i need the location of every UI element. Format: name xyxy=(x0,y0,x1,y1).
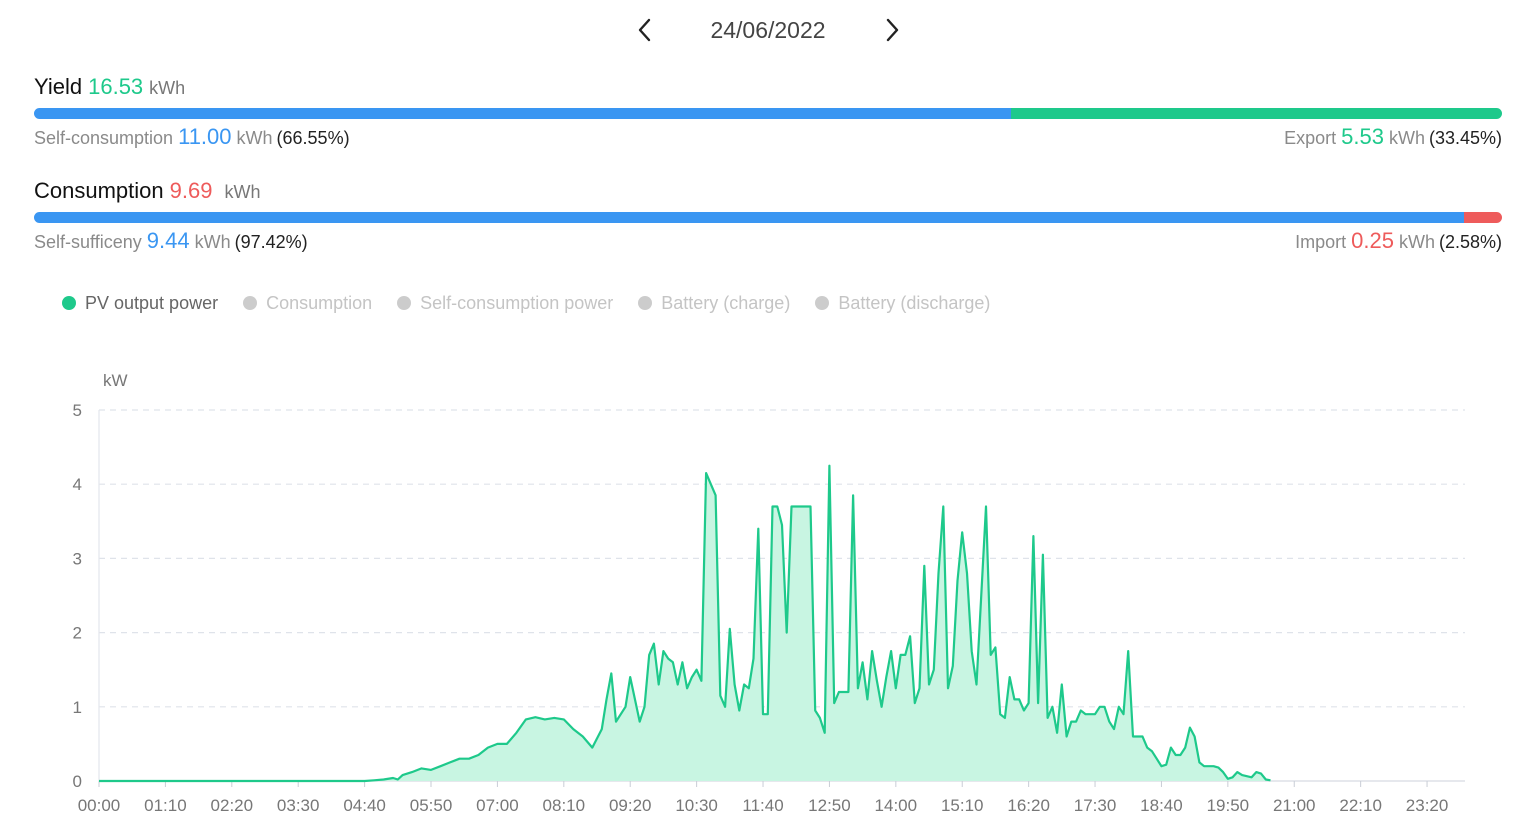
y-tick-label: 0 xyxy=(73,772,82,791)
self-sufficiency-value: 9.44 xyxy=(146,228,190,253)
legend-self-consumption-power[interactable]: Self-consumption power xyxy=(397,293,613,314)
consumption-split-bar xyxy=(34,212,1502,223)
chevron-left-icon xyxy=(638,18,651,42)
x-tick-label: 05:50 xyxy=(410,796,453,815)
date-navigator: 24/06/2022 xyxy=(0,12,1536,48)
pv-power-chart[interactable]: kW 0 1 2 3 4 5 00:00 01:10 02:20 03:30 04:40 05:50 07… xyxy=(0,360,1536,830)
legend-dot xyxy=(397,296,412,310)
self-sufficiency-label: Self-sufficeny xyxy=(34,232,142,252)
x-tick-label: 00:00 xyxy=(78,796,121,815)
y-tick-label: 4 xyxy=(73,475,82,494)
yield-label: Yield xyxy=(34,74,83,99)
y-axis-unit: kW xyxy=(103,371,128,390)
x-tick-label: 21:00 xyxy=(1273,796,1316,815)
yield-unit: kWh xyxy=(149,78,186,98)
export-pct: (33.45%) xyxy=(1428,128,1502,148)
pv-output-line xyxy=(99,464,1271,783)
chevron-right-icon xyxy=(886,18,899,42)
y-tick-label: 2 xyxy=(73,624,82,643)
x-tick-label: 08:10 xyxy=(543,796,586,815)
self-consumption-unit: kWh xyxy=(236,128,273,148)
legend-label: PV output power xyxy=(85,292,219,313)
consumption-label: Consumption xyxy=(34,178,164,203)
x-tick-label: 02:20 xyxy=(211,796,254,815)
self-consumption-value: 11.00 xyxy=(178,124,232,149)
yield-title: Yield 16.53 kWh xyxy=(34,74,1502,101)
self-consumption-label: Self-consumption xyxy=(34,128,174,148)
import-unit: kWh xyxy=(1398,232,1435,252)
y-tick-label: 3 xyxy=(73,549,82,568)
x-tick-label: 03:30 xyxy=(277,796,320,815)
self-sufficiency-unit: kWh xyxy=(194,232,231,252)
legend-dot xyxy=(62,296,76,310)
x-tick-label: 09:20 xyxy=(609,796,652,815)
yield-value: 16.53 xyxy=(88,74,144,99)
import-value: 0.25 xyxy=(1351,228,1394,253)
chart-legend: PV output power Consumption Self-consump… xyxy=(62,290,1015,316)
legend-pv-output-power[interactable]: PV output power xyxy=(62,293,218,314)
legend-label: Consumption xyxy=(266,292,373,313)
x-tick-label: 01:10 xyxy=(144,796,187,815)
legend-dot xyxy=(638,296,653,310)
legend-battery-charge[interactable]: Battery (charge) xyxy=(638,293,790,314)
x-tick-label: 22:10 xyxy=(1339,796,1382,815)
self-consumption-stat: Self-consumption 11.00 kWh (66.55%) xyxy=(34,126,350,149)
x-tick-label: 19:50 xyxy=(1207,796,1250,815)
legend-dot xyxy=(243,296,258,310)
export-label: Export xyxy=(1284,128,1337,148)
y-tick-label: 5 xyxy=(73,401,82,420)
export-stat: Export 5.53 kWh (33.45%) xyxy=(1284,126,1502,149)
x-tick-label: 11:40 xyxy=(742,796,783,815)
consumption-value: 9.69 xyxy=(169,178,213,203)
import-stat: Import 0.25 kWh (2.58%) xyxy=(1295,230,1502,253)
previous-day-button[interactable] xyxy=(631,16,659,44)
export-segment xyxy=(1010,108,1502,119)
y-tick-label: 1 xyxy=(73,698,82,717)
legend-label: Battery (charge) xyxy=(661,292,791,313)
x-tick-label: 18:40 xyxy=(1140,796,1183,815)
legend-battery-discharge[interactable]: Battery (discharge) xyxy=(815,293,990,314)
x-tick-label: 16:20 xyxy=(1007,796,1050,815)
legend-label: Battery (discharge) xyxy=(838,292,991,313)
consumption-unit: kWh xyxy=(224,182,261,202)
x-tick-label: 15:10 xyxy=(941,796,984,815)
import-segment xyxy=(1464,212,1502,223)
x-tick-label: 04:40 xyxy=(343,796,386,815)
self-sufficiency-stat: Self-sufficeny 9.44 kWh (97.42%) xyxy=(34,230,308,253)
legend-label: Self-consumption power xyxy=(420,292,614,313)
current-date[interactable]: 24/06/2022 xyxy=(710,17,826,43)
export-value: 5.53 xyxy=(1341,124,1384,149)
x-tick-label: 12:50 xyxy=(808,796,851,815)
pv-output-area xyxy=(99,465,1271,781)
x-tick-label: 10:30 xyxy=(675,796,718,815)
next-day-button[interactable] xyxy=(878,16,906,44)
self-consumption-segment xyxy=(34,108,1011,119)
export-unit: kWh xyxy=(1388,128,1425,148)
yield-split-bar xyxy=(34,108,1502,119)
legend-dot xyxy=(815,296,830,310)
x-tick-label: 07:00 xyxy=(476,796,519,815)
legend-consumption[interactable]: Consumption xyxy=(243,293,372,314)
self-sufficiency-pct: (97.42%) xyxy=(234,232,308,252)
x-tick-label: 14:00 xyxy=(875,796,918,815)
yield-section: Yield 16.53 kWh Self-consumption 11.00 kWh… xyxy=(34,74,1502,154)
consumption-section: Consumption 9.69 kWh Self-sufficeny 9.44 k… xyxy=(34,178,1502,258)
import-label: Import xyxy=(1295,232,1347,252)
x-tick-label: 17:30 xyxy=(1074,796,1117,815)
self-consumption-pct: (66.55%) xyxy=(276,128,350,148)
x-tick-label: 23:20 xyxy=(1406,796,1449,815)
self-sufficiency-segment xyxy=(34,212,1465,223)
import-pct: (2.58%) xyxy=(1438,232,1502,252)
consumption-title: Consumption 9.69 kWh xyxy=(34,178,1502,205)
